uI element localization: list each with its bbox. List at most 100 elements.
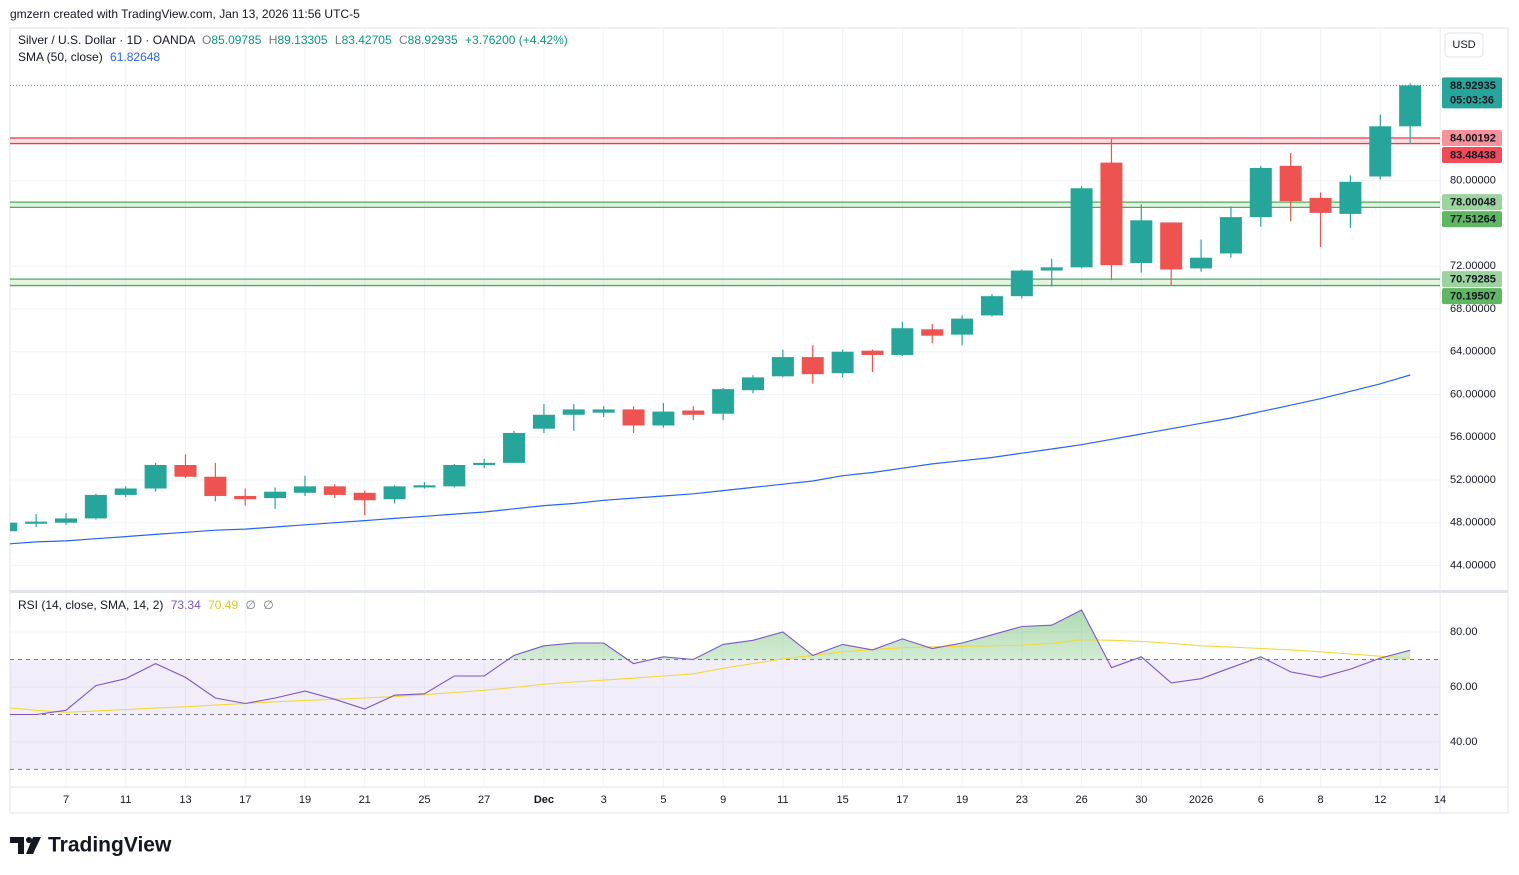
candle-body [1100, 162, 1123, 266]
price-tag [1442, 288, 1502, 305]
y-tick-label: 72.00000 [1450, 260, 1496, 272]
y-tick-label: 80.00000 [1450, 175, 1496, 187]
x-tick-label: 30 [1135, 794, 1147, 806]
candle-body [652, 411, 675, 426]
candle-body [562, 409, 585, 415]
sma-line [10, 374, 1411, 545]
price-tag [1442, 194, 1502, 211]
x-tick-label: 26 [1075, 794, 1087, 806]
candle-body [114, 488, 137, 495]
x-tick-label: 13 [179, 794, 191, 806]
rsi-line [10, 639, 1411, 713]
x-tick-label: 21 [359, 794, 371, 806]
candle-body [1040, 267, 1063, 271]
zone-fill [10, 138, 1440, 144]
candle-body [1160, 222, 1183, 270]
candle-body [1070, 188, 1093, 268]
candle-body [831, 351, 854, 374]
price-tag-label: 70.19507 [1450, 291, 1496, 303]
candle-body [84, 494, 107, 519]
candle-body [951, 318, 974, 335]
axes: 44.00000 48.00000 52.00000 56.00000 60.00000… [63, 77, 1502, 806]
price-tag-label: 70.79285 [1450, 274, 1496, 286]
rsi-line [10, 609, 1411, 716]
candle-body [712, 389, 735, 414]
candle-body [622, 409, 645, 426]
y-tick-label: 40.00 [1450, 736, 1478, 748]
price-tag-label: 77.51264 [1450, 214, 1497, 226]
candle-body [1219, 217, 1242, 254]
countdown: 05:03:36 [1450, 94, 1494, 106]
legend-main: Silver / U.S. Dollar · 1D · OANDA O85.09… [18, 33, 568, 47]
legend-change: +3.76200 (+4.42%) [465, 33, 568, 47]
candle-body [473, 462, 496, 465]
candle-body [204, 476, 227, 496]
candle-body [264, 491, 287, 499]
candle-body [1369, 126, 1392, 177]
y-tick-label: 56.00000 [1450, 431, 1496, 443]
zone-fill [10, 279, 1440, 286]
x-tick-label: 23 [1016, 794, 1028, 806]
x-tick-label: 17 [896, 794, 908, 806]
price-tag [1442, 211, 1502, 228]
header: gmzern created with TradingView.com, Jan… [10, 7, 360, 21]
y-tick-label: 44.00000 [1450, 559, 1496, 571]
y-tick-label: 64.00000 [1450, 346, 1496, 358]
candle-body [1399, 85, 1422, 127]
candle-body [1249, 167, 1272, 218]
candle-body [771, 357, 794, 377]
candle-body [413, 485, 436, 488]
currency: USD [1452, 39, 1475, 51]
candle-body [503, 432, 526, 463]
sma-name: SMA (50, close) [18, 50, 103, 64]
rsi-pane [10, 593, 1440, 787]
x-tick-label: 6 [1258, 794, 1264, 806]
legend-value: 88.92935 [408, 33, 458, 47]
x-tick-label: 17 [239, 794, 251, 806]
x-tick-label: 11 [120, 794, 131, 806]
candle-body [443, 464, 466, 487]
x-tick-label: 3 [601, 794, 607, 806]
candle-body [383, 486, 406, 500]
candle-body [592, 409, 615, 413]
sma-value: 61.82648 [110, 50, 160, 64]
price-tag-label: 84.00192 [1450, 132, 1496, 144]
legend-letter: C [399, 33, 408, 47]
candle-body [1309, 197, 1332, 213]
rsi-sma-value: 70.49 [208, 598, 238, 612]
candle-body [1190, 257, 1213, 269]
candle-body [742, 377, 765, 391]
x-tick-label: 11 [777, 794, 788, 806]
rsi-title: RSI (14, close, SMA, 14, 2) [18, 598, 163, 612]
y-tick-label: 52.00000 [1450, 474, 1496, 486]
x-tick-label: 27 [478, 794, 490, 806]
x-tick-label: 8 [1317, 794, 1323, 806]
candle-body [144, 464, 167, 489]
legend-letter: L [335, 33, 342, 47]
price-tag [1442, 130, 1502, 147]
candle-body [1130, 220, 1153, 264]
candle-body [1010, 270, 1033, 297]
candle-body [293, 486, 316, 493]
candle-body [55, 518, 77, 523]
x-tick-label: 19 [299, 794, 311, 806]
currency-box[interactable] [1444, 32, 1484, 58]
legend-value: 83.42705 [342, 33, 392, 47]
rsi-extra: ∅ [245, 598, 255, 612]
y-tick-label: 48.00000 [1450, 517, 1496, 529]
legend-sma: SMA (50, close) 61.82648 [18, 50, 160, 64]
x-tick-label: 14 [1434, 794, 1446, 806]
candle-body [234, 495, 257, 500]
candle-body [323, 486, 346, 495]
candle-body [10, 522, 18, 532]
x-tick-label: 19 [956, 794, 968, 806]
overbought-fill [508, 610, 1411, 660]
legend-rsi: RSI (14, close, SMA, 14, 2) 73.34 70.49 … [18, 598, 274, 612]
candle-body [921, 329, 944, 336]
x-tick-label: 2026 [1189, 794, 1213, 806]
rsi-value: 73.34 [171, 598, 201, 612]
legend-value: 85.09785 [211, 33, 261, 47]
y-tick-label: 60.00000 [1450, 388, 1496, 400]
candle-body [174, 464, 197, 477]
